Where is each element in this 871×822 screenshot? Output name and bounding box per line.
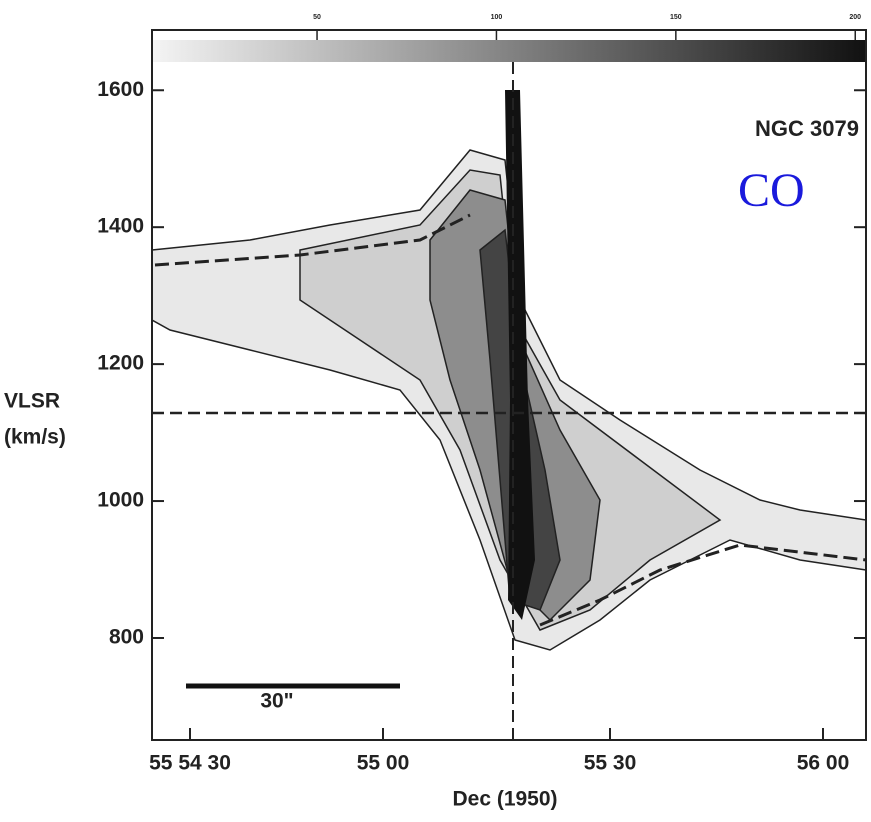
colorbar-tick-label: 100 xyxy=(491,14,503,21)
x-tick-label: 56 00 xyxy=(797,752,850,775)
y-tick-label: 800 xyxy=(109,626,144,649)
y-axis-label: (km/s) xyxy=(4,426,66,449)
colorbar-tick-label: 50 xyxy=(313,14,321,21)
colorbar-tick-label: 150 xyxy=(670,14,682,21)
line-label: CO xyxy=(738,164,805,217)
y-axis-label: VLSR xyxy=(4,390,60,413)
chart-title: NGC 3079 xyxy=(755,116,859,141)
y-tick-label: 1400 xyxy=(97,215,144,238)
y-tick-label: 1200 xyxy=(97,352,144,375)
x-tick-label: 55 00 xyxy=(357,752,410,775)
colorbar-tick-label: 200 xyxy=(849,14,861,21)
scale-bar-label: 30" xyxy=(260,690,293,713)
emission xyxy=(151,90,867,651)
y-tick-label: 1600 xyxy=(97,78,144,101)
colorbar xyxy=(152,40,866,62)
x-tick-label: 55 54 30 xyxy=(149,752,231,775)
y-tick-label: 1000 xyxy=(97,489,144,512)
plot-frame xyxy=(151,29,867,741)
x-axis-label: Dec (1950) xyxy=(452,788,557,811)
x-tick-label: 55 30 xyxy=(584,752,637,775)
